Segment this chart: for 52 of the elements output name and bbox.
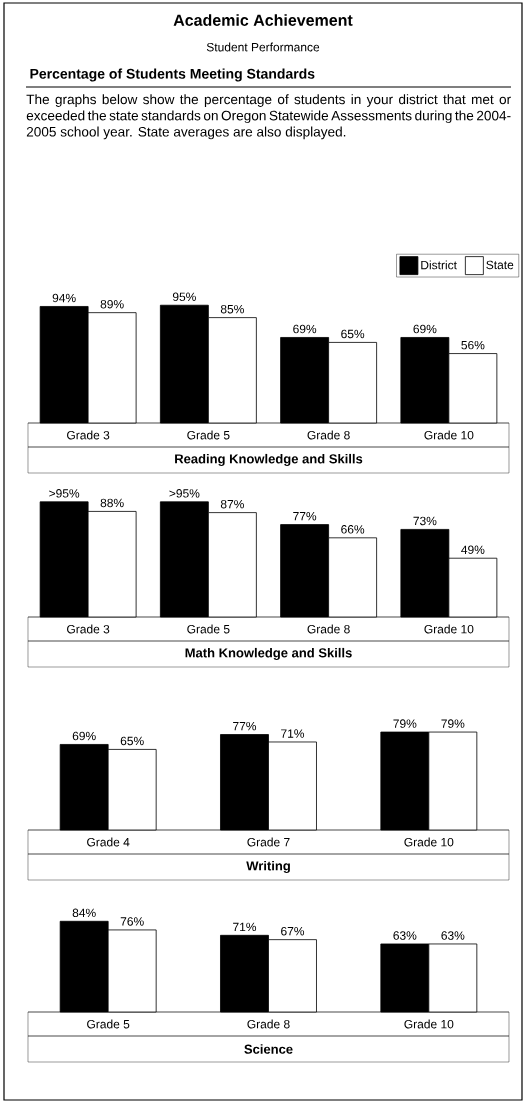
data-label: 87%	[220, 499, 244, 509]
chart-title: Academic Achievement	[173, 14, 353, 26]
x-tick-label: Grade 4	[87, 837, 130, 847]
data-label: 88%	[100, 498, 124, 508]
x-tick-label: Grade 8	[247, 1019, 290, 1029]
text: The graphs below show the percentage of students in your district that met or exceeded the state standards on Oregon Statewide Assessments during the 2004-2005 school year. State averages are also displayed.	[26, 94, 511, 140]
x-tick-label: Grade 10	[424, 624, 474, 634]
data-label: 76%	[120, 917, 144, 926]
data-label: 73%	[413, 516, 437, 526]
x-tick-label: Grade 8	[307, 624, 350, 634]
data-label: 67%	[281, 926, 305, 936]
data-label: 69%	[413, 324, 437, 334]
x-axis-title: Math Knowledge and Skills	[185, 647, 352, 661]
data-label: 79%	[441, 719, 465, 728]
data-label: 94%	[52, 293, 76, 303]
text: Percentage of Students Meeting Standards	[30, 68, 315, 82]
legend-label: District	[421, 260, 457, 270]
x-tick-label: Grade 7	[247, 837, 290, 847]
x-axis-title: Science	[244, 1044, 293, 1054]
x-axis-title: Writing	[246, 860, 290, 874]
data-label: 56%	[461, 340, 485, 350]
x-tick-label: Grade 5	[187, 624, 230, 634]
x-tick-label: Grade 5	[87, 1019, 130, 1029]
data-label: 77%	[293, 512, 317, 521]
data-label: 49%	[461, 545, 485, 554]
data-label: 63%	[441, 931, 465, 940]
x-tick-label: Grade 10	[404, 837, 454, 847]
data-label: 65%	[341, 329, 365, 339]
x-tick-label: Grade 3	[67, 624, 110, 634]
x-tick-label: Grade 3	[67, 430, 110, 440]
x-tick-label: Grade 10	[424, 430, 474, 440]
data-label: 79%	[393, 719, 417, 728]
x-axis-title: Reading Knowledge and Skills	[175, 453, 363, 467]
chart-subtitle: Student Performance	[206, 42, 320, 52]
data-label: 65%	[120, 736, 144, 746]
data-label: 85%	[220, 304, 244, 314]
data-label: 77%	[233, 721, 257, 731]
x-tick-label: Grade 8	[307, 430, 350, 440]
x-tick-label: Grade 10	[404, 1019, 454, 1029]
legend-label: State	[486, 260, 514, 270]
x-tick-label: Grade 5	[187, 430, 230, 440]
data-label: 69%	[72, 731, 96, 741]
data-label: 66%	[341, 525, 365, 534]
data-label: 71%	[281, 729, 305, 738]
data-label: 71%	[233, 922, 257, 932]
data-label: 63%	[393, 931, 417, 940]
data-label: >95%	[49, 489, 80, 498]
data-label: 89%	[100, 299, 124, 309]
data-label: 69%	[293, 324, 317, 334]
data-label: 84%	[72, 908, 96, 918]
data-label: 95%	[172, 292, 196, 302]
data-label: >95%	[169, 489, 200, 498]
